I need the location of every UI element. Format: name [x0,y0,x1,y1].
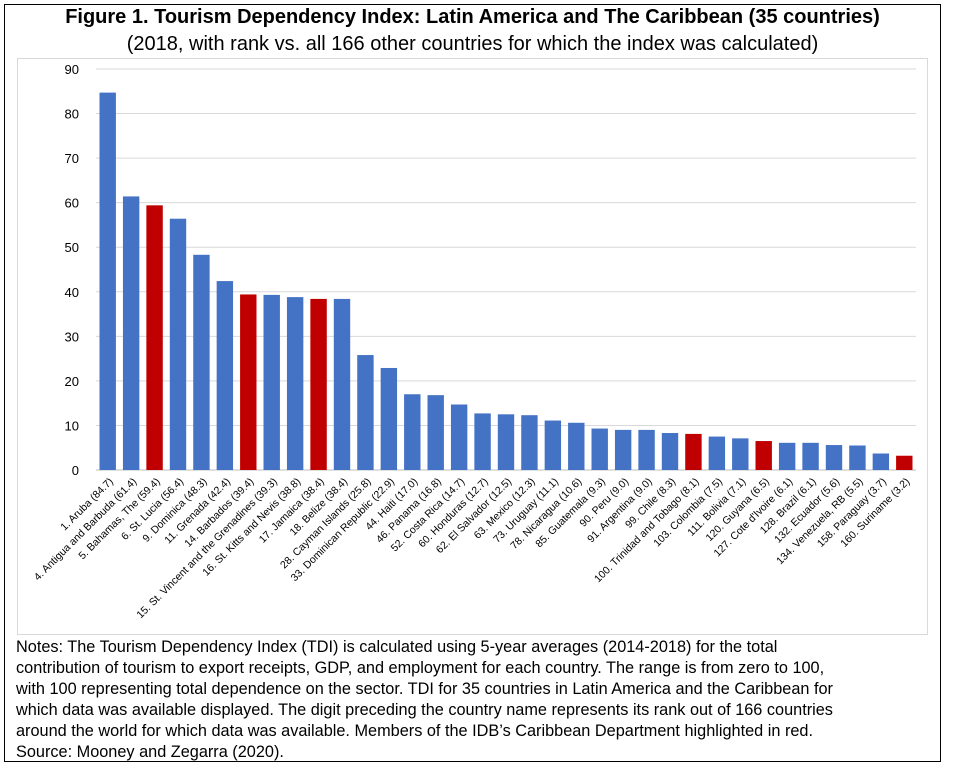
bar [802,442,819,470]
y-tick-label: 60 [65,196,79,211]
y-tick-label: 80 [65,107,79,122]
chart-area: 0 10 20 30 40 50 60 70 80 90 1. Aruba (84.7) 4. Ant… [17,58,928,635]
bar [755,441,772,470]
notes-source: Source: Mooney and Zegarra (2020). [16,743,284,761]
y-tick-label: 0 [72,463,79,478]
bar [404,394,421,470]
figure-subtitle: (2018, with rank vs. all 166 other count… [126,33,819,55]
bar [521,415,538,470]
y-tick-label: 50 [65,240,79,255]
y-tick-label: 30 [65,329,79,344]
bar [263,294,280,470]
bar [286,297,304,470]
bar [474,413,491,470]
bar [216,281,234,470]
notes-line: which data was available displayed. The … [16,701,833,719]
figure-frame [4,4,941,762]
bar [568,422,585,470]
bar [497,414,515,470]
y-tick-label: 70 [65,151,79,166]
bar [310,298,327,470]
bar [778,442,796,470]
bar [357,355,374,470]
bar [240,294,257,470]
bar [685,433,702,470]
y-tick-label: 90 [65,62,79,77]
bar [146,205,163,470]
bar [427,395,444,470]
bar [450,404,468,470]
notes-line: with 100 representing total dependence o… [16,680,833,698]
bar [614,429,632,470]
bar [661,433,679,470]
y-tick-label: 20 [65,374,79,389]
bar [169,218,187,470]
notes-line: around the world for which data was avai… [16,722,814,740]
bar [380,367,398,470]
bar [333,298,351,470]
notes-block: Notes: The Tourism Dependency Index (TDI… [16,637,931,763]
bar [896,455,913,470]
notes-line: contribution of tourism to export receip… [16,659,825,677]
bar [193,254,210,470]
bar [99,92,116,471]
notes-line: Notes: The Tourism Dependency Index (TDI… [16,638,778,656]
bar [849,445,866,470]
bar [732,438,749,470]
y-tick-label: 10 [65,418,79,433]
bar [544,420,562,470]
bar [825,445,843,470]
bar [638,429,655,470]
bar [591,428,608,470]
figure-title: Figure 1. Tourism Dependency Index: Lati… [65,6,880,28]
y-tick-label: 40 [65,285,79,300]
bar [708,436,726,470]
bar [122,196,140,470]
bar [872,453,890,470]
